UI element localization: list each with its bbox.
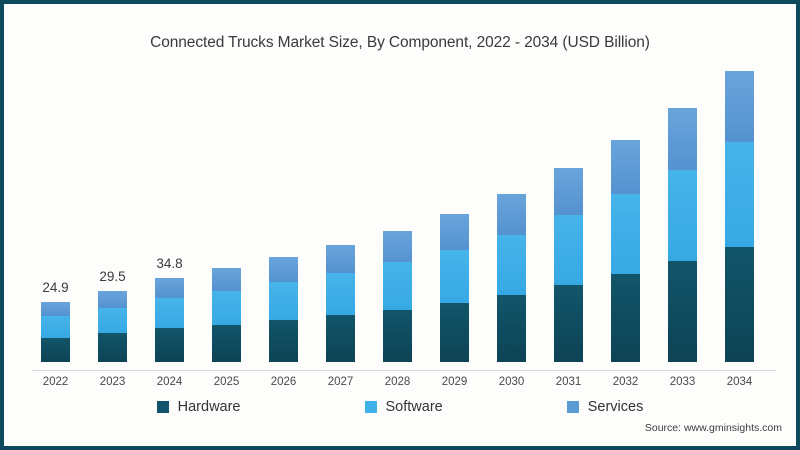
bar-segment-hardware[interactable] bbox=[269, 320, 298, 362]
bar-segment-services[interactable] bbox=[611, 140, 640, 195]
legend-label: Software bbox=[385, 399, 443, 415]
bar-segment-software[interactable] bbox=[725, 141, 754, 247]
bar-column[interactable] bbox=[440, 213, 469, 362]
page-title: Connected Trucks Market Size, By Compone… bbox=[150, 34, 650, 51]
x-axis-tick-2024: 2024 bbox=[156, 376, 183, 388]
bar-segment-hardware[interactable] bbox=[155, 328, 184, 362]
legend-swatch-icon bbox=[156, 401, 169, 413]
x-axis-tick-2033: 2033 bbox=[669, 376, 696, 388]
legend-swatch-icon bbox=[566, 401, 579, 413]
bar-segment-services[interactable] bbox=[668, 108, 697, 170]
bar-column[interactable] bbox=[269, 256, 298, 362]
legend-item-software[interactable]: Software bbox=[364, 399, 443, 415]
bar-segment-hardware[interactable] bbox=[611, 274, 640, 362]
bar-segment-hardware[interactable] bbox=[212, 324, 241, 362]
bar-column[interactable]: 29.5 bbox=[98, 269, 127, 362]
bar-column[interactable] bbox=[212, 268, 241, 362]
bar-column[interactable] bbox=[611, 140, 640, 362]
bar-segment-software[interactable] bbox=[41, 316, 70, 338]
bar-segment-software[interactable] bbox=[611, 194, 640, 275]
bar-column[interactable]: 24.9 bbox=[41, 280, 70, 362]
bar-segment-software[interactable] bbox=[155, 298, 184, 329]
bar-segment-services[interactable] bbox=[41, 301, 70, 317]
x-axis-tick-2026: 2026 bbox=[270, 376, 297, 388]
bar-segment-hardware[interactable] bbox=[725, 246, 754, 362]
x-axis-tick-2022: 2022 bbox=[42, 376, 69, 388]
legend-item-hardware[interactable]: Hardware bbox=[156, 399, 241, 415]
bar-segment-services[interactable] bbox=[383, 230, 412, 263]
bar-segment-services[interactable] bbox=[554, 168, 583, 216]
bar-segment-hardware[interactable] bbox=[383, 309, 412, 362]
bar-segment-software[interactable] bbox=[554, 215, 583, 286]
bar-column[interactable] bbox=[554, 168, 583, 362]
bar-segment-software[interactable] bbox=[98, 307, 127, 334]
bar-column[interactable]: 34.8 bbox=[155, 256, 184, 362]
bar-segment-software[interactable] bbox=[668, 169, 697, 262]
bar-segment-services[interactable] bbox=[212, 268, 241, 292]
bar-column[interactable] bbox=[668, 108, 697, 362]
chart-legend: Hardware Software Services bbox=[4, 399, 796, 415]
x-axis-tick-2023: 2023 bbox=[99, 376, 126, 388]
bar-segment-hardware[interactable] bbox=[668, 261, 697, 362]
legend-swatch-icon bbox=[364, 401, 377, 413]
bar-segment-software[interactable] bbox=[326, 273, 355, 316]
x-axis-tick-2025: 2025 bbox=[213, 376, 240, 388]
bar-segment-software[interactable] bbox=[497, 234, 526, 296]
bar-value-label: 24.9 bbox=[42, 279, 69, 295]
legend-label: Hardware bbox=[177, 399, 241, 415]
bar-segment-hardware[interactable] bbox=[440, 303, 469, 362]
x-axis-line bbox=[32, 370, 776, 371]
bar-segment-software[interactable] bbox=[212, 291, 241, 325]
bar-segment-services[interactable] bbox=[440, 213, 469, 250]
bar-column[interactable] bbox=[383, 230, 412, 362]
x-axis-tick-2030: 2030 bbox=[498, 376, 525, 388]
bar-segment-hardware[interactable] bbox=[98, 333, 127, 362]
bar-segment-services[interactable] bbox=[155, 277, 184, 299]
bar-segment-software[interactable] bbox=[383, 262, 412, 310]
bar-segment-software[interactable] bbox=[269, 282, 298, 321]
bar-segment-services[interactable] bbox=[725, 71, 754, 142]
bar-column[interactable] bbox=[497, 193, 526, 362]
bar-segment-services[interactable] bbox=[269, 256, 298, 283]
x-axis-tick-2029: 2029 bbox=[441, 376, 468, 388]
bar-segment-software[interactable] bbox=[440, 249, 469, 304]
source-attribution: Source: www.gminsights.com bbox=[644, 422, 782, 434]
bar-segment-hardware[interactable] bbox=[497, 295, 526, 362]
bar-value-label: 34.8 bbox=[156, 255, 183, 271]
bar-segment-services[interactable] bbox=[326, 244, 355, 274]
bar-segment-services[interactable] bbox=[98, 290, 127, 308]
x-axis-tick-2031: 2031 bbox=[555, 376, 582, 388]
bar-segment-hardware[interactable] bbox=[554, 285, 583, 362]
bar-segment-hardware[interactable] bbox=[41, 337, 70, 362]
x-axis-tick-2032: 2032 bbox=[612, 376, 639, 388]
x-axis-tick-2034: 2034 bbox=[726, 376, 753, 388]
legend-item-services[interactable]: Services bbox=[566, 399, 644, 415]
legend-label: Services bbox=[587, 399, 644, 415]
bar-segment-services[interactable] bbox=[497, 193, 526, 235]
x-axis-tick-2028: 2028 bbox=[384, 376, 411, 388]
x-axis-tick-2027: 2027 bbox=[327, 376, 354, 388]
bar-segment-hardware[interactable] bbox=[326, 315, 355, 362]
bar-value-label: 29.5 bbox=[99, 268, 126, 284]
bar-column[interactable] bbox=[725, 71, 754, 362]
bar-column[interactable] bbox=[326, 244, 355, 362]
